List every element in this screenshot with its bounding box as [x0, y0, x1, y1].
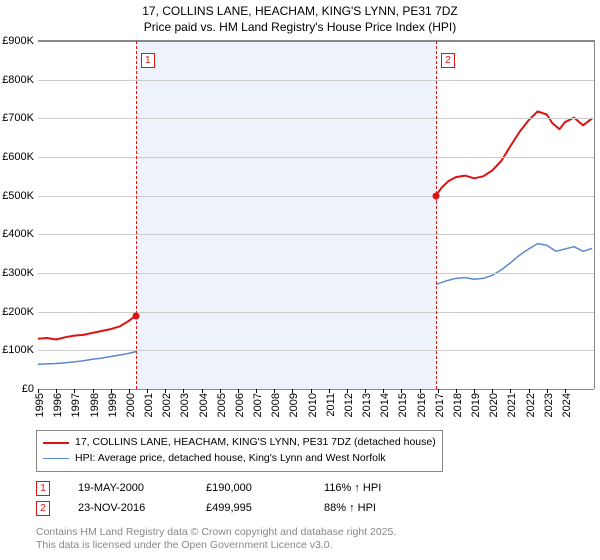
x-tick-label: 2005: [216, 393, 228, 417]
plot-area: £0£100K£200K£300K£400K£500K£600K£700K£80…: [38, 40, 595, 389]
y-gridline: [38, 273, 594, 274]
title-line-1: 17, COLLINS LANE, HEACHAM, KING'S LYNN, …: [0, 4, 600, 20]
x-tick-label: 2003: [179, 393, 191, 417]
y-tick-label: £0: [22, 383, 34, 395]
y-tick-label: £200K: [2, 306, 34, 318]
y-gridline: [38, 80, 594, 81]
x-tick-label: 2010: [307, 393, 319, 417]
y-gridline: [38, 118, 594, 119]
x-tick-label: 2011: [325, 393, 337, 417]
sale-row: 1 19-MAY-2000 £190,000 116% ↑ HPI: [36, 478, 434, 498]
x-tick-label: 2017: [434, 393, 446, 417]
legend-label: 17, COLLINS LANE, HEACHAM, KING'S LYNN, …: [75, 435, 436, 451]
x-tick-label: 2018: [452, 393, 464, 417]
sale-pct: 88% ↑ HPI: [324, 502, 434, 514]
x-tick-label: 2006: [234, 393, 246, 417]
sale-marker: 2: [441, 53, 455, 68]
y-gridline: [38, 196, 594, 197]
x-tick-label: 2020: [488, 393, 500, 417]
x-tick-label: 2004: [198, 393, 210, 417]
x-tick-label: 2008: [270, 393, 282, 417]
sale-vline: [136, 41, 137, 389]
sale-price: £499,995: [206, 502, 296, 514]
legend-swatch: [43, 442, 69, 444]
x-tick-label: 1998: [89, 393, 101, 417]
y-tick-label: £300K: [2, 267, 34, 279]
x-tick-label: 2014: [379, 393, 391, 417]
legend-label: HPI: Average price, detached house, King…: [75, 451, 386, 467]
x-tick-label: 1996: [52, 393, 64, 417]
x-tick-label: 2022: [525, 393, 537, 417]
y-gridline: [38, 157, 594, 158]
y-gridline: [38, 41, 594, 42]
x-tick-label: 1997: [70, 393, 82, 417]
x-tick-label: 2019: [470, 393, 482, 417]
y-tick-label: £600K: [2, 151, 34, 163]
sale-vline: [436, 41, 437, 389]
y-gridline: [38, 350, 594, 351]
sale-dot: [432, 192, 439, 199]
x-tick-label: 2013: [361, 393, 373, 417]
x-tick-label: 2016: [416, 393, 428, 417]
y-tick-label: £700K: [2, 112, 34, 124]
chart-title: 17, COLLINS LANE, HEACHAM, KING'S LYNN, …: [0, 0, 600, 35]
sale-row-marker: 1: [36, 481, 50, 496]
sale-date: 19-MAY-2000: [78, 482, 178, 494]
y-tick-label: £400K: [2, 228, 34, 240]
title-line-2: Price paid vs. HM Land Registry's House …: [0, 20, 600, 36]
legend: 17, COLLINS LANE, HEACHAM, KING'S LYNN, …: [36, 430, 443, 472]
y-tick-label: £800K: [2, 74, 34, 86]
copyright-line-2: This data is licensed under the Open Gov…: [36, 539, 396, 552]
x-tick-label: 1999: [107, 393, 119, 417]
x-tick-label: 2021: [506, 393, 518, 417]
sale-row: 2 23-NOV-2016 £499,995 88% ↑ HPI: [36, 498, 434, 518]
sale-dot: [132, 312, 139, 319]
sale-row-marker: 2: [36, 501, 50, 516]
y-tick-label: £500K: [2, 190, 34, 202]
x-tick-label: 2012: [343, 393, 355, 417]
sale-date: 23-NOV-2016: [78, 502, 178, 514]
x-tick-label: 2009: [288, 393, 300, 417]
sales-table: 1 19-MAY-2000 £190,000 116% ↑ HPI 2 23-NOV-20…: [36, 478, 434, 518]
chart-container: 17, COLLINS LANE, HEACHAM, KING'S LYNN, …: [0, 0, 600, 560]
y-gridline: [38, 234, 594, 235]
x-tick-label: 2001: [143, 393, 155, 417]
x-tick-label: 2023: [543, 393, 555, 417]
x-tick-label: 2007: [252, 393, 264, 417]
x-tick-label: 2000: [125, 393, 137, 417]
sale-marker: 1: [141, 53, 155, 68]
legend-swatch: [43, 458, 69, 459]
shaded-band: [136, 41, 436, 389]
legend-row: 17, COLLINS LANE, HEACHAM, KING'S LYNN, …: [43, 435, 436, 451]
sale-price: £190,000: [206, 482, 296, 494]
copyright: Contains HM Land Registry data © Crown c…: [36, 526, 396, 552]
y-tick-label: £100K: [2, 344, 34, 356]
x-tick-label: 2024: [561, 393, 573, 417]
x-tick-label: 2015: [397, 393, 409, 417]
x-tick-label: 2002: [161, 393, 173, 417]
y-tick-label: £900K: [2, 35, 34, 47]
copyright-line-1: Contains HM Land Registry data © Crown c…: [36, 526, 396, 539]
x-tick-label: 1995: [34, 393, 46, 417]
y-gridline: [38, 312, 594, 313]
legend-row: HPI: Average price, detached house, King…: [43, 451, 436, 467]
sale-pct: 116% ↑ HPI: [324, 482, 434, 494]
